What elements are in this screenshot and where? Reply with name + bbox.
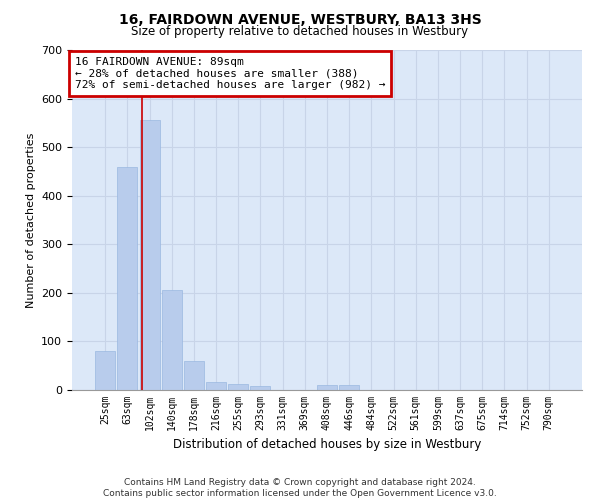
- Bar: [118, 166, 137, 390]
- Bar: [95, 351, 115, 390]
- Bar: [317, 385, 337, 390]
- Bar: [140, 120, 160, 390]
- Bar: [228, 384, 248, 390]
- Bar: [250, 386, 271, 390]
- Bar: [339, 385, 359, 390]
- Bar: [184, 361, 204, 390]
- Text: Size of property relative to detached houses in Westbury: Size of property relative to detached ho…: [131, 25, 469, 38]
- Text: 16, FAIRDOWN AVENUE, WESTBURY, BA13 3HS: 16, FAIRDOWN AVENUE, WESTBURY, BA13 3HS: [119, 12, 481, 26]
- Bar: [206, 382, 226, 390]
- Text: Contains HM Land Registry data © Crown copyright and database right 2024.
Contai: Contains HM Land Registry data © Crown c…: [103, 478, 497, 498]
- Text: 16 FAIRDOWN AVENUE: 89sqm
← 28% of detached houses are smaller (388)
72% of semi: 16 FAIRDOWN AVENUE: 89sqm ← 28% of detac…: [74, 57, 385, 90]
- X-axis label: Distribution of detached houses by size in Westbury: Distribution of detached houses by size …: [173, 438, 481, 452]
- Y-axis label: Number of detached properties: Number of detached properties: [26, 132, 35, 308]
- Bar: [162, 290, 182, 390]
